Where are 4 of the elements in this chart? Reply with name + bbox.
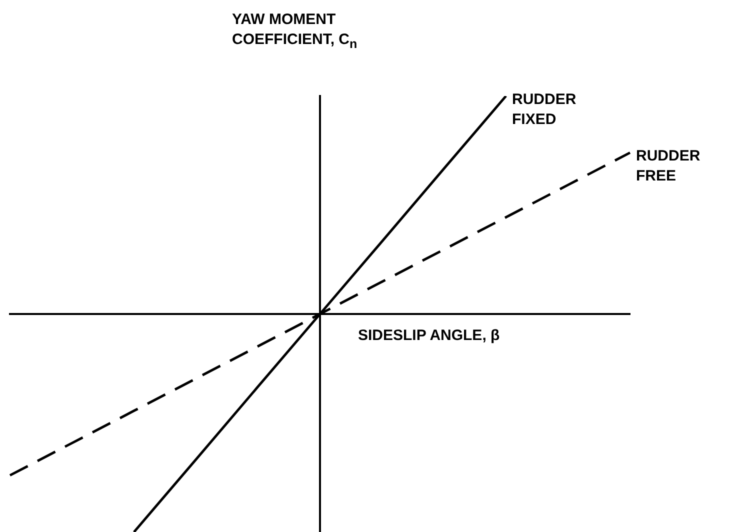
y-axis-title: YAW MOMENT COEFFICIENT, C$_{n}$ [232, 10, 358, 53]
x-axis-title: SIDESLIP ANGLE, β [358, 326, 500, 346]
series-label: RUDDER FIXED [512, 91, 576, 128]
series-label: RUDDER FREE [636, 148, 700, 185]
